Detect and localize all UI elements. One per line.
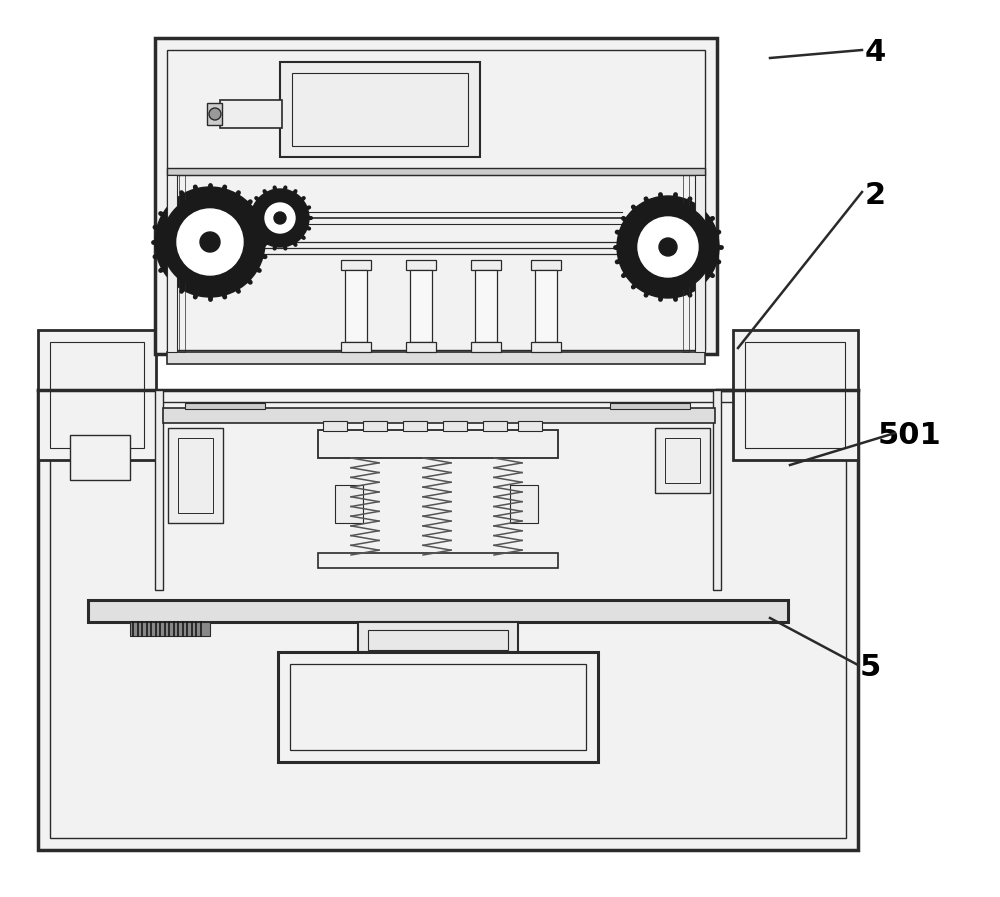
Bar bbox=[410, 270, 432, 342]
Bar bbox=[341, 260, 371, 270]
Text: 501: 501 bbox=[878, 421, 942, 449]
Circle shape bbox=[623, 202, 713, 292]
Bar bbox=[363, 421, 387, 431]
Bar bbox=[531, 260, 561, 270]
Circle shape bbox=[162, 194, 258, 290]
Bar bbox=[178, 438, 213, 513]
Bar bbox=[163, 408, 715, 423]
Bar bbox=[406, 260, 436, 270]
Bar bbox=[475, 270, 497, 342]
Bar bbox=[167, 352, 705, 364]
Bar bbox=[403, 421, 427, 431]
Circle shape bbox=[638, 217, 698, 277]
Text: 2: 2 bbox=[864, 180, 886, 210]
Circle shape bbox=[274, 212, 286, 224]
Bar bbox=[713, 390, 721, 590]
Circle shape bbox=[256, 194, 304, 242]
Bar bbox=[38, 390, 858, 850]
Circle shape bbox=[177, 209, 243, 275]
Circle shape bbox=[200, 232, 220, 252]
Bar bbox=[280, 62, 480, 157]
Bar bbox=[290, 664, 586, 750]
Bar bbox=[179, 175, 185, 352]
Bar bbox=[50, 402, 846, 838]
Circle shape bbox=[659, 238, 677, 256]
Bar bbox=[130, 622, 210, 636]
Text: 4: 4 bbox=[864, 38, 886, 66]
Bar bbox=[318, 430, 558, 458]
Bar bbox=[345, 270, 367, 342]
Bar bbox=[207, 103, 222, 125]
Bar bbox=[471, 342, 501, 352]
Bar bbox=[358, 622, 518, 652]
Bar bbox=[368, 630, 508, 650]
Bar bbox=[220, 100, 282, 128]
Bar bbox=[483, 421, 507, 431]
Bar bbox=[341, 342, 371, 352]
Bar bbox=[168, 428, 223, 523]
Bar bbox=[318, 553, 558, 568]
Text: 5: 5 bbox=[859, 654, 881, 683]
Bar bbox=[292, 73, 468, 146]
Bar bbox=[610, 403, 690, 409]
Bar bbox=[50, 342, 144, 448]
Bar bbox=[185, 403, 265, 409]
Bar bbox=[167, 168, 705, 175]
Bar bbox=[443, 421, 467, 431]
Bar bbox=[510, 485, 538, 523]
Bar bbox=[745, 342, 845, 448]
Bar bbox=[655, 428, 710, 493]
Bar bbox=[733, 330, 858, 460]
Bar bbox=[683, 175, 689, 352]
Bar bbox=[167, 175, 177, 352]
Circle shape bbox=[155, 187, 265, 297]
Bar bbox=[38, 330, 156, 460]
Bar bbox=[406, 342, 436, 352]
Circle shape bbox=[265, 203, 295, 233]
Bar bbox=[70, 435, 130, 480]
Bar bbox=[665, 438, 700, 483]
Bar bbox=[88, 600, 788, 622]
Circle shape bbox=[617, 196, 719, 298]
Circle shape bbox=[209, 108, 221, 120]
Bar bbox=[323, 421, 347, 431]
Bar bbox=[695, 175, 705, 352]
Bar bbox=[518, 421, 542, 431]
Bar bbox=[167, 50, 705, 350]
Bar bbox=[471, 260, 501, 270]
Circle shape bbox=[251, 189, 309, 247]
Bar bbox=[335, 485, 363, 523]
Bar bbox=[155, 38, 717, 354]
Bar bbox=[531, 342, 561, 352]
Bar bbox=[155, 390, 163, 590]
Bar bbox=[535, 270, 557, 342]
Bar bbox=[278, 652, 598, 762]
